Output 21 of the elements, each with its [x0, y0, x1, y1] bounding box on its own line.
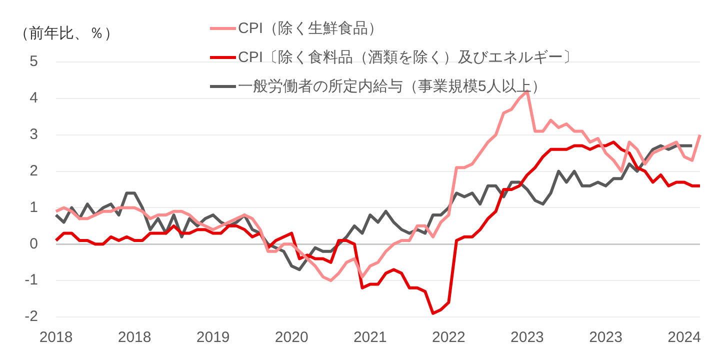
y-tick-label: 1 — [30, 198, 38, 216]
x-tick-label: 2022 — [432, 329, 466, 346]
y-tick-label: -2 — [24, 308, 38, 326]
y-axis-title: （前年比、％） — [14, 24, 119, 43]
x-tick-label: 2023 — [510, 329, 544, 346]
legend-label: CPI〔除く食料品（酒類を除く）及びエネルギー〕 — [238, 48, 578, 67]
x-tick-label: 2021 — [353, 329, 387, 346]
x-tick-label: 2024 — [668, 329, 701, 346]
x-tick-label: 2018 — [118, 329, 152, 346]
x-tick-label: 2018 — [39, 329, 73, 346]
x-tick-label: 2019 — [196, 329, 230, 346]
y-tick-label: 0 — [30, 235, 38, 252]
y-tick-label: 4 — [30, 90, 38, 107]
legend-label: CPI（除く生鮮食品） — [238, 19, 384, 38]
x-tick-label: 2020 — [274, 329, 308, 346]
x-tick-label: 2023 — [589, 329, 622, 346]
y-tick-label: 2 — [30, 162, 38, 180]
y-tick-label: 3 — [30, 126, 38, 143]
y-tick-label: 5 — [30, 53, 38, 70]
legend-label: 一般労働者の所定内給与（事業規模5人以上） — [238, 77, 546, 96]
y-tick-label: -1 — [24, 272, 38, 289]
